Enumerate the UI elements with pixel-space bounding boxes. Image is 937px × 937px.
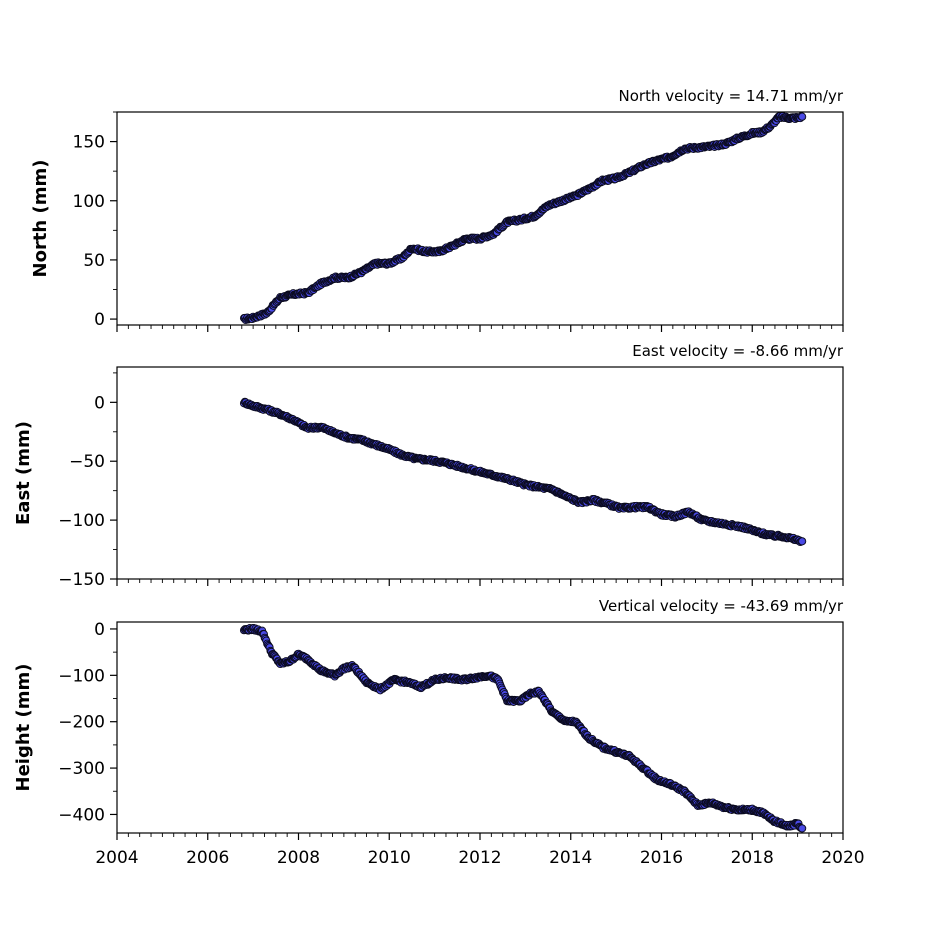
- y-tick-label: −100: [58, 666, 105, 686]
- data-point: [798, 824, 807, 833]
- data-points: [239, 397, 807, 547]
- y-tick-label: −200: [58, 713, 105, 733]
- panel-2: −150 −100 −50 0 East velocity = -8.66 mm/yr E…: [13, 342, 844, 590]
- y-axis-label: East (mm): [13, 421, 34, 525]
- data-points: [239, 623, 807, 833]
- y-tick-label: 100: [73, 192, 105, 212]
- velocity-label: Vertical velocity = -43.69 mm/yr: [599, 597, 844, 615]
- y-tick-label: 150: [73, 133, 105, 153]
- data-point: [798, 112, 807, 121]
- x-tick-label: 2018: [731, 848, 774, 868]
- panel-1: 0 50 100 150 North velocity = 14.71 mm/yr Nor…: [30, 87, 844, 332]
- y-tick-label: −300: [58, 759, 105, 779]
- y-axis-label: North (mm): [30, 160, 51, 278]
- data-point: [798, 537, 807, 546]
- x-tick-label: 2020: [821, 848, 864, 868]
- x-tick-label: 2012: [458, 848, 501, 868]
- y-tick-label: 0: [94, 393, 105, 413]
- x-tick-label: 2008: [277, 848, 320, 868]
- data-points: [239, 112, 807, 325]
- y-axis-label: Height (mm): [13, 664, 34, 792]
- y-tick-label: −50: [69, 452, 105, 472]
- x-tick-label: 2004: [95, 848, 138, 868]
- x-tick-label: 2014: [549, 848, 592, 868]
- velocity-label: North velocity = 14.71 mm/yr: [619, 87, 844, 105]
- y-tick-label: 50: [83, 251, 105, 271]
- y-tick-label: −400: [58, 805, 105, 825]
- x-tick-label: 2006: [186, 848, 229, 868]
- y-tick-label: 0: [94, 620, 105, 640]
- x-tick-label: 2010: [368, 848, 411, 868]
- plot-frame: [116, 621, 844, 834]
- velocity-label: East velocity = -8.66 mm/yr: [632, 342, 844, 360]
- panel-3: 2004 2006 2008 2010 2012 2014 2016 2018 2020 −400…: [13, 597, 865, 868]
- y-tick-label: 0: [94, 310, 105, 330]
- panels: 0 50 100 150 North velocity = 14.71 mm/yr Nor…: [13, 87, 865, 868]
- x-tick-label: 2016: [640, 848, 683, 868]
- y-tick-label: −150: [58, 570, 105, 590]
- y-tick-label: −100: [58, 511, 105, 531]
